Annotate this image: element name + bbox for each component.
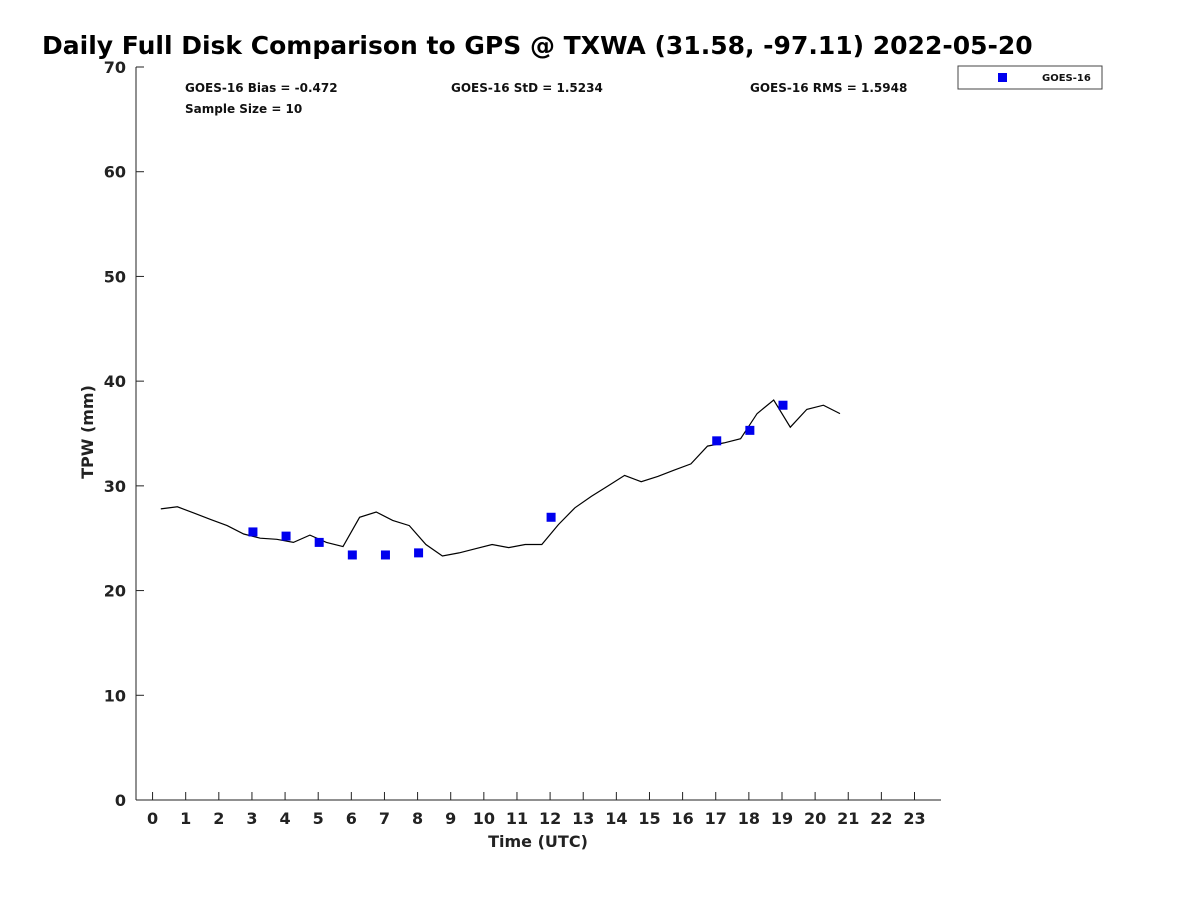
x-tick-label: 12: [539, 809, 561, 828]
x-tick-label: 5: [313, 809, 324, 828]
y-tick-label: 0: [115, 791, 126, 810]
goes-16-point: [347, 550, 357, 560]
x-tick-label: 9: [445, 809, 456, 828]
stat-bias: GOES-16 Bias = -0.472: [185, 81, 338, 95]
x-tick-label: 4: [280, 809, 291, 828]
x-tick-label: 19: [771, 809, 793, 828]
gps-series-line: [160, 399, 841, 557]
legend-label-goes-16: GOES-16: [1042, 73, 1091, 84]
goes-16-point: [414, 548, 424, 558]
y-axis-label: TPW (mm): [78, 385, 97, 479]
goes-16-point: [778, 400, 788, 410]
x-tick-label: 8: [412, 809, 423, 828]
x-tick-label: 16: [671, 809, 693, 828]
legend: GOES-16: [957, 65, 1103, 90]
y-tick-label: 70: [104, 58, 126, 77]
x-axis-label: Time (UTC): [488, 832, 588, 851]
goes-16-point: [546, 512, 556, 522]
x-tick-label: 7: [379, 809, 390, 828]
y-tick-label: 40: [104, 372, 126, 391]
x-tick-label: 6: [346, 809, 357, 828]
stat-rms: GOES-16 RMS = 1.5948: [750, 81, 907, 95]
x-tick-label: 10: [473, 809, 495, 828]
y-tick-label: 20: [104, 582, 126, 601]
plot-area: [160, 399, 841, 560]
legend-marker: [998, 73, 1007, 82]
x-tick-label: 23: [903, 809, 925, 828]
x-tick-label: 14: [605, 809, 627, 828]
y-tick-label: 60: [104, 163, 126, 182]
x-tick-label: 17: [705, 809, 727, 828]
x-tick-label: 11: [506, 809, 528, 828]
goes-16-point: [745, 425, 755, 435]
goes-16-point: [248, 527, 258, 537]
stat-std: GOES-16 StD = 1.5234: [451, 81, 603, 95]
x-tick-label: 3: [246, 809, 257, 828]
chart-title: Daily Full Disk Comparison to GPS @ TXWA…: [42, 31, 1033, 60]
x-tick-label: 1: [180, 809, 191, 828]
legend-box: [957, 65, 1103, 90]
x-tick-label: 2: [213, 809, 224, 828]
x-tick-label: 18: [738, 809, 760, 828]
x-tick-label: 20: [804, 809, 826, 828]
goes-16-point: [712, 436, 722, 446]
goes-16-point: [314, 537, 324, 547]
x-tick-label: 0: [147, 809, 158, 828]
stat-sample-size: Sample Size = 10: [185, 102, 302, 116]
x-tick-label: 22: [870, 809, 892, 828]
y-tick-label: 30: [104, 477, 126, 496]
y-tick-label: 10: [104, 686, 126, 705]
goes-16-point: [281, 531, 291, 541]
goes-16-point: [380, 550, 390, 560]
x-tick-label: 13: [572, 809, 594, 828]
y-tick-label: 50: [104, 267, 126, 286]
x-tick-label: 21: [837, 809, 859, 828]
x-tick-label: 15: [638, 809, 660, 828]
